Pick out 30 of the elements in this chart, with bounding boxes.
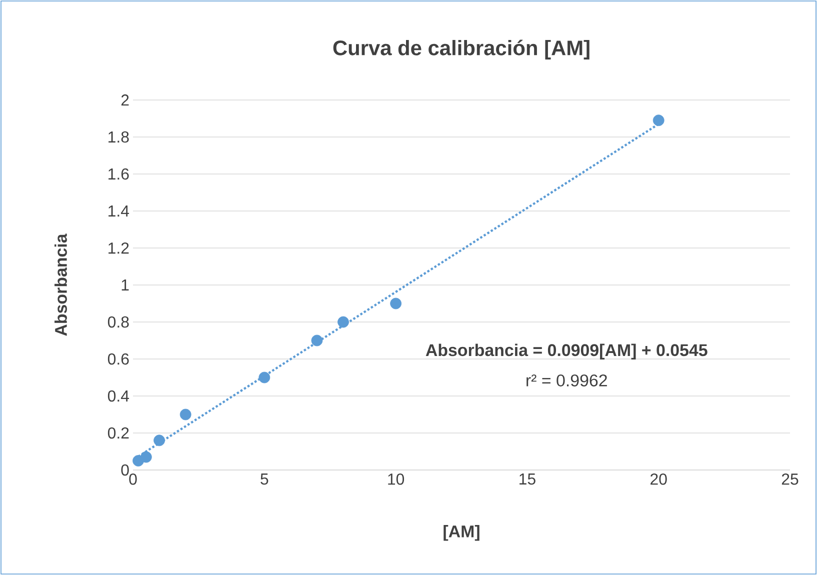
point bbox=[311, 334, 323, 346]
y-tick-label: 0.6 bbox=[108, 353, 129, 365]
y-tick-label: 2 bbox=[121, 94, 129, 106]
x-tick-label: 5 bbox=[260, 474, 268, 485]
point bbox=[652, 114, 664, 126]
x-tick-label: 10 bbox=[388, 474, 404, 485]
y-axis-title: Absorbancia bbox=[54, 234, 67, 336]
y-tick-label: 0.2 bbox=[108, 427, 129, 439]
y-tick-label: 1.2 bbox=[108, 242, 129, 254]
point bbox=[390, 298, 402, 310]
point bbox=[180, 408, 192, 420]
y-tick-label: 1.4 bbox=[108, 206, 130, 216]
chart-title: Curva de calibración [AM] bbox=[333, 40, 590, 60]
y-tick-label: 1 bbox=[122, 280, 129, 290]
point bbox=[140, 451, 152, 463]
x-tick-label: 15 bbox=[520, 474, 536, 485]
annotation: Absorbancia = 0.0909[AM] + 0.0545 bbox=[426, 344, 708, 360]
point bbox=[154, 434, 165, 446]
x-tick-label: 20 bbox=[650, 474, 667, 485]
y-tick-label: 1.8 bbox=[108, 131, 129, 143]
y-tick-label: 0.4 bbox=[108, 390, 130, 402]
x-tick-label: 0 bbox=[129, 474, 137, 485]
x-tick-label: 25 bbox=[782, 474, 798, 485]
y-tick-label: 0 bbox=[121, 464, 129, 476]
y-tick-label: 1.6 bbox=[108, 168, 129, 180]
annotation: r² = 0.9962 bbox=[526, 374, 607, 386]
point bbox=[338, 316, 349, 328]
x-axis-title: [AM] bbox=[444, 525, 480, 541]
point bbox=[258, 372, 270, 384]
y-tick-label: 0.8 bbox=[108, 316, 129, 328]
